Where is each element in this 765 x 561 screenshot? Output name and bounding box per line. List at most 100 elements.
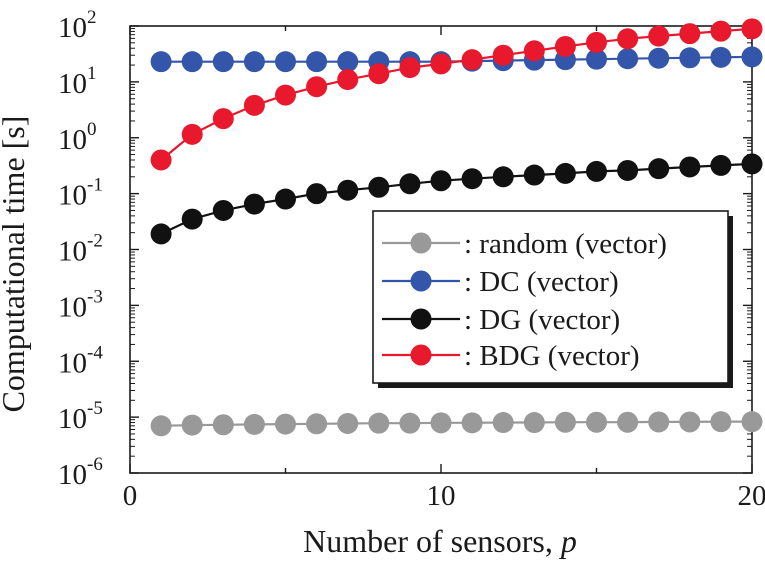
data-point <box>337 51 359 73</box>
x-tick-label: 0 <box>123 480 138 512</box>
data-point <box>554 162 576 184</box>
data-point <box>212 108 234 130</box>
data-point <box>617 28 639 50</box>
y-tick-label: 10-2 <box>58 231 103 268</box>
legend-item: : random (vector) <box>382 228 667 260</box>
data-point <box>212 51 234 73</box>
data-point <box>741 46 763 68</box>
data-point <box>523 164 545 186</box>
legend-marker <box>410 232 432 254</box>
x-tick-label: 10 <box>427 480 456 512</box>
data-point <box>648 25 670 47</box>
data-point <box>679 47 701 69</box>
x-tick-label: 20 <box>738 480 765 512</box>
y-tick-label: 101 <box>58 63 97 100</box>
legend: : random (vector) : DC (vector) : DG (vect… <box>372 210 733 388</box>
legend-label: : DC (vector) <box>464 266 619 298</box>
y-tick-label: 102 <box>58 7 97 44</box>
data-point <box>586 160 607 182</box>
data-point <box>586 31 607 53</box>
data-point <box>710 20 732 42</box>
data-point <box>368 412 390 434</box>
x-axis-label-text: Number of sensors, <box>303 523 553 559</box>
data-point <box>306 51 328 73</box>
series-1 <box>150 46 763 73</box>
data-point <box>741 18 763 40</box>
y-tick-label: 10-6 <box>58 454 103 491</box>
data-point <box>710 46 732 68</box>
data-point <box>306 183 328 205</box>
data-point <box>399 173 421 195</box>
data-point <box>492 166 514 188</box>
data-point <box>306 76 328 98</box>
x-axis-label: Number of sensors, p <box>303 523 577 559</box>
data-point <box>648 47 670 69</box>
data-point <box>275 51 296 73</box>
data-point <box>368 63 390 85</box>
data-point <box>337 179 359 201</box>
x-axis-label-var: p <box>559 523 577 559</box>
y-tick-label: 10-4 <box>58 342 103 379</box>
legend-item: : DG (vector) <box>382 304 620 336</box>
legend-marker <box>410 270 432 292</box>
data-point <box>523 40 545 62</box>
data-point <box>399 57 421 79</box>
data-point <box>648 411 670 433</box>
legend-label: : DG (vector) <box>464 304 620 336</box>
data-point <box>243 94 265 116</box>
data-point <box>741 153 763 175</box>
y-tick-label: 10-3 <box>58 286 103 323</box>
data-point <box>679 23 701 45</box>
data-point <box>212 414 234 436</box>
data-point <box>306 413 328 435</box>
legend-item: : DC (vector) <box>382 266 619 298</box>
data-point <box>617 48 639 70</box>
data-point <box>430 53 452 75</box>
data-point <box>243 413 265 435</box>
data-point <box>586 411 607 433</box>
y-tick-label: 10-1 <box>58 175 103 212</box>
legend-label: : random (vector) <box>464 228 667 260</box>
series-0 <box>150 411 763 437</box>
series-line <box>160 27 753 161</box>
data-point <box>617 411 639 433</box>
data-point <box>430 412 452 434</box>
legend-marker <box>410 308 432 330</box>
data-point <box>710 411 732 433</box>
series-3 <box>150 18 763 171</box>
data-point <box>586 48 607 70</box>
data-point <box>150 415 172 437</box>
data-point <box>679 411 701 433</box>
data-point <box>741 411 763 433</box>
data-point <box>150 223 172 245</box>
data-point <box>275 84 296 106</box>
data-point <box>492 412 514 434</box>
data-point <box>461 49 483 71</box>
data-point <box>430 170 452 192</box>
series-layer <box>150 18 763 437</box>
data-point <box>337 69 359 91</box>
axes: 102 101 100 10-1 10-2 10-3 10-4 10-5 10-6 0 10 20 <box>58 7 765 512</box>
data-point <box>679 156 701 178</box>
data-point <box>150 51 172 73</box>
data-point <box>554 35 576 57</box>
data-point <box>399 412 421 434</box>
data-point <box>181 51 203 73</box>
legend-item: : BDG (vector) <box>382 340 640 372</box>
y-axis-label: Computational time [s] <box>0 116 31 413</box>
data-point <box>181 208 203 230</box>
legend-marker <box>410 344 432 366</box>
data-point <box>181 414 203 436</box>
data-point <box>554 411 576 433</box>
data-point <box>243 193 265 215</box>
data-point <box>648 158 670 180</box>
y-tick-label: 100 <box>58 119 97 156</box>
y-tick-label: 10-5 <box>58 398 103 435</box>
data-point <box>492 44 514 66</box>
data-point <box>212 199 234 221</box>
data-point <box>275 413 296 435</box>
data-point <box>461 412 483 434</box>
data-point <box>150 149 172 171</box>
data-point <box>523 412 545 434</box>
